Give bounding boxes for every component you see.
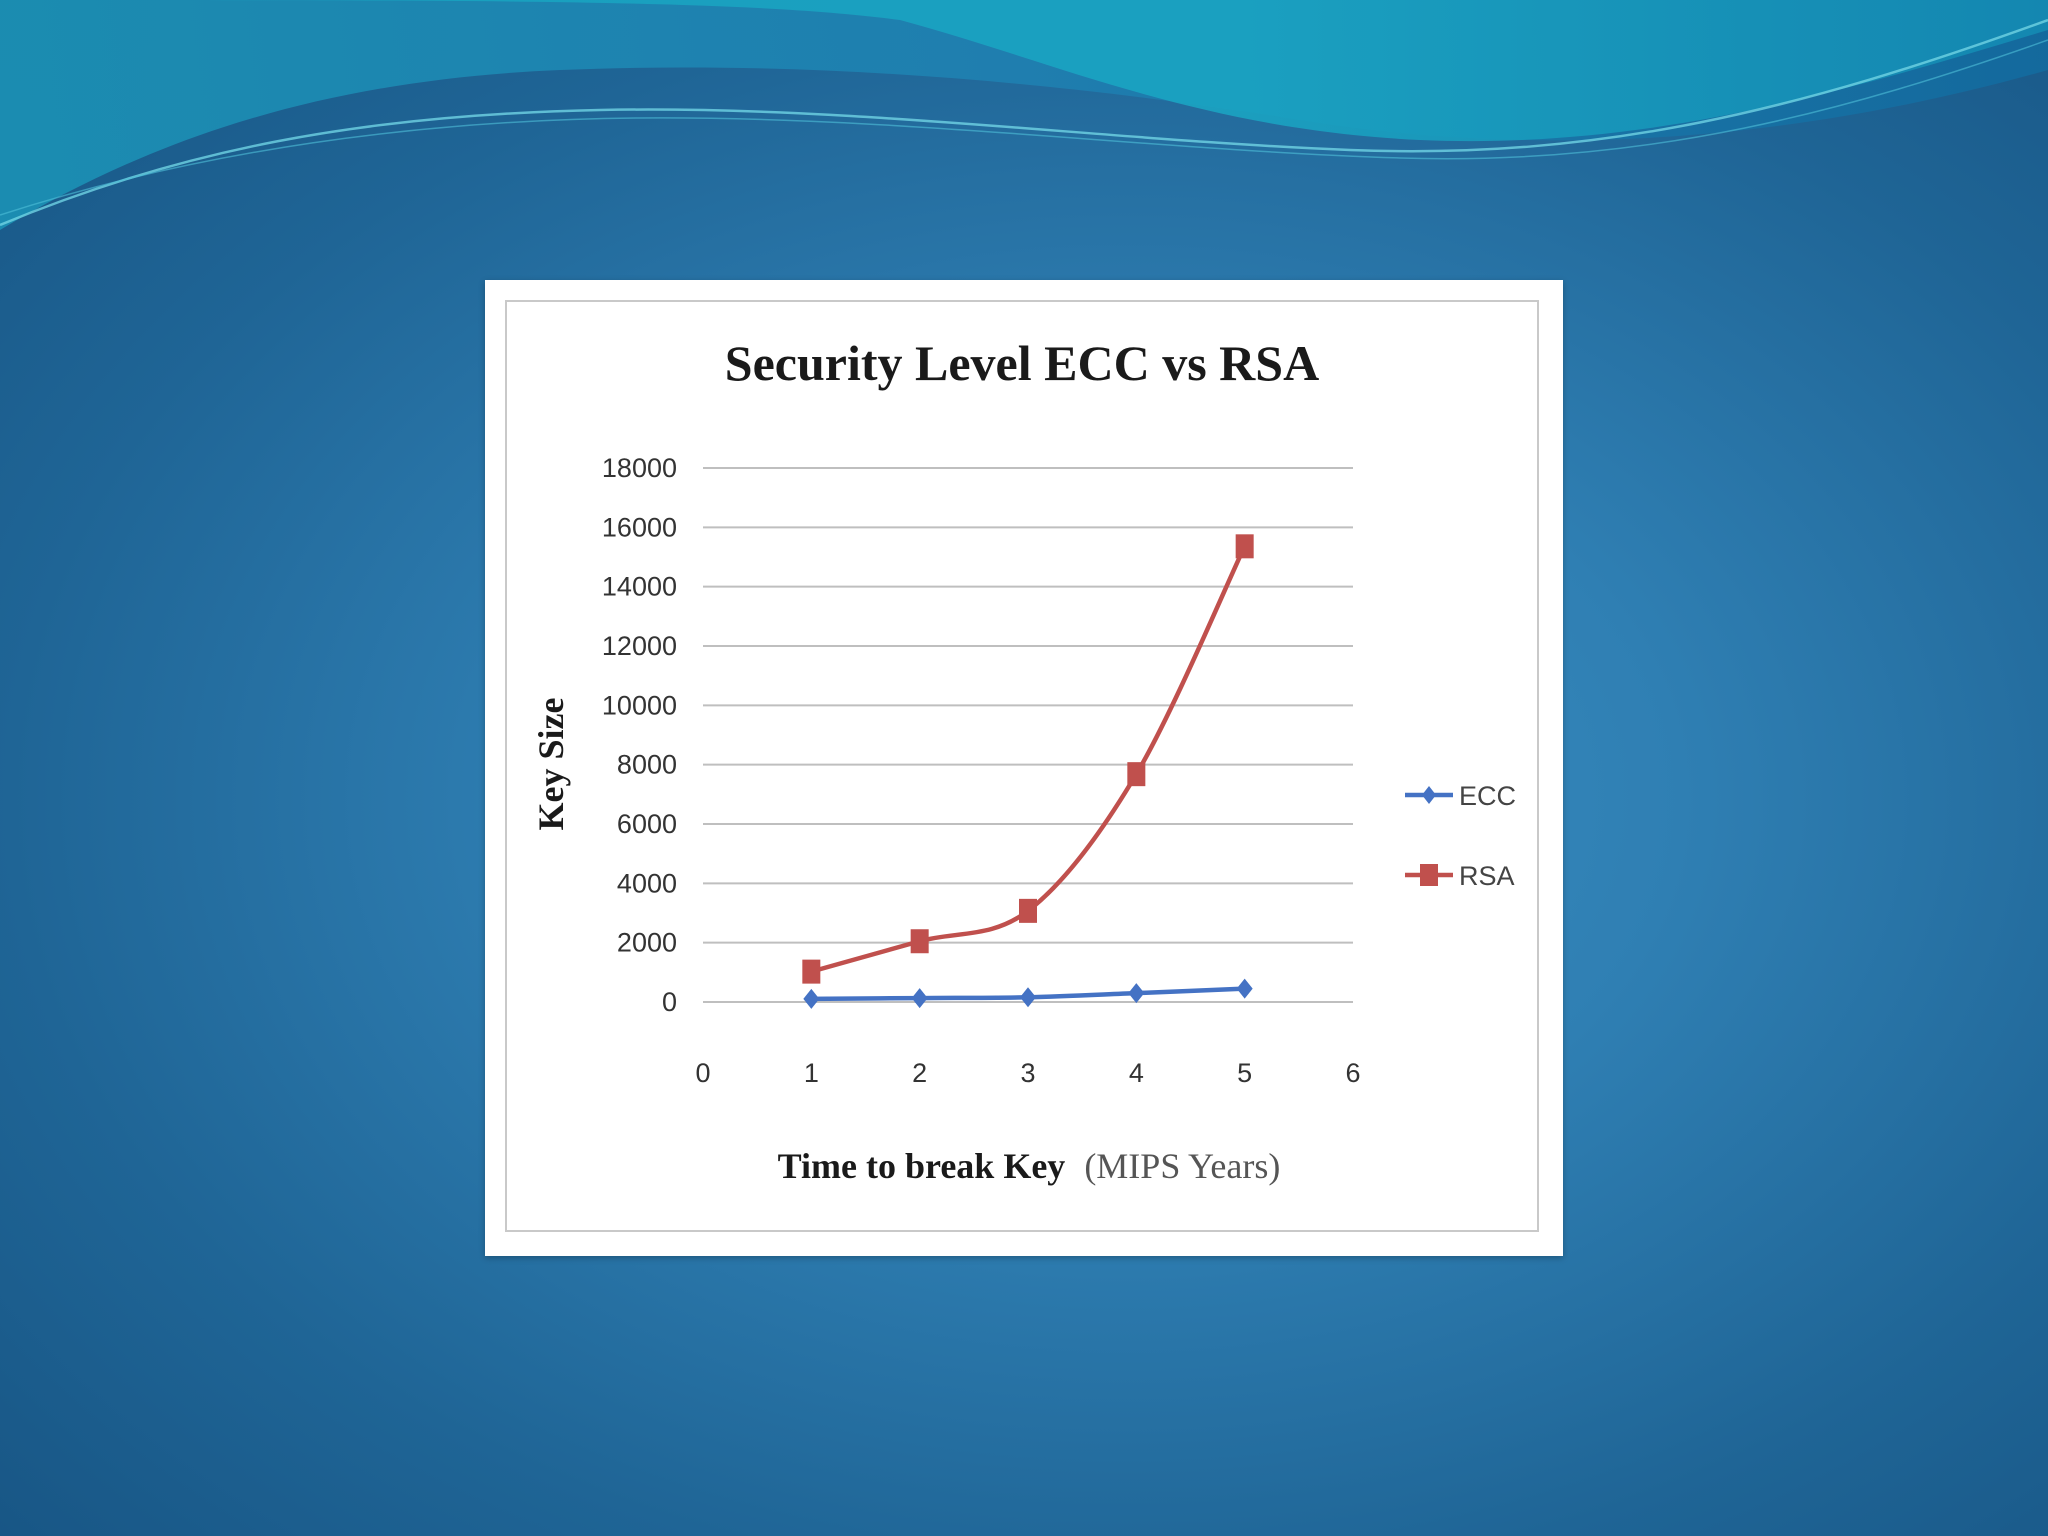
decorative-wave-header [0,0,2048,230]
x-tick-label: 1 [804,1058,819,1088]
data-point-ecc [1236,978,1253,999]
data-point-rsa [1235,534,1254,559]
y-tick-label: 8000 [617,750,677,780]
y-tick-label: 16000 [602,512,677,542]
data-point-ecc [803,988,820,1009]
y-tick-label: 2000 [617,928,677,958]
x-tick-label: 5 [1237,1058,1252,1088]
y-tick-label: 12000 [602,631,677,661]
data-point-ecc [911,988,928,1009]
data-point-rsa [802,959,821,984]
chart-title: Security Level ECC vs RSA [725,335,1319,391]
data-point-rsa [1127,762,1146,787]
y-tick-label: 6000 [617,809,677,839]
x-tick-label: 3 [1020,1058,1035,1088]
x-axis-title: Time to break Key (MIPS Years) [778,1146,1281,1186]
y-axis-tick-labels: 0 2000 4000 6000 8000 10000 12000 14000 16000 180… [602,453,677,1017]
gridlines [703,467,1353,1003]
data-point-rsa [1019,898,1037,923]
line-chart: Security Level ECC vs RSA 0 2000 4000 6000 8… [531,335,1516,1186]
x-tick-label: 2 [912,1058,927,1088]
legend-label-rsa: RSA [1459,861,1515,891]
chart-border [505,300,1539,1232]
legend-marker-rsa [1420,864,1438,886]
y-tick-label: 14000 [602,572,677,602]
x-axis-tick-labels: 0 1 2 3 4 5 6 [695,1058,1360,1088]
legend-marker-ecc [1422,786,1436,804]
x-tick-label: 6 [1345,1058,1360,1088]
x-tick-label: 4 [1129,1058,1144,1088]
y-tick-label: 10000 [602,690,677,720]
series-line-rsa [810,545,1247,974]
legend: ECC RSA [1405,781,1516,891]
data-point-ecc [1020,987,1036,1008]
chart-image-panel: Security Level ECC vs RSA 0 2000 4000 6000 8… [485,280,1563,1256]
x-axis-title-units: (MIPS Years) [1084,1146,1280,1186]
y-tick-label: 0 [662,987,677,1017]
data-point-rsa [910,929,929,954]
x-tick-label: 0 [695,1058,710,1088]
data-point-ecc [1128,983,1145,1004]
y-tick-label: 18000 [602,453,677,483]
x-axis-title-main: Time to break Key [778,1146,1066,1186]
y-axis-title: Key Size [531,698,571,831]
legend-label-ecc: ECC [1459,781,1516,811]
y-tick-label: 4000 [617,868,677,898]
data-series [802,534,1254,1009]
